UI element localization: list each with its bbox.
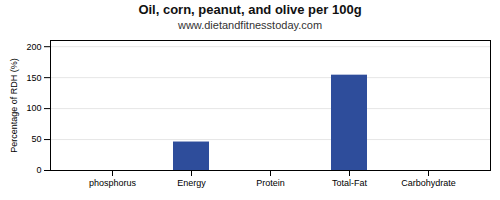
svg-text:Protein: Protein: [256, 178, 285, 188]
html-text:www.dietandfitnesstoday.com: www.dietandfitnesstoday.com: [178, 19, 322, 31]
svg-text:100: 100: [26, 103, 41, 113]
svg-text:phosphorus: phosphorus: [89, 178, 137, 188]
svg-text:Percentage of RDH (%): Percentage of RDH (%): [9, 58, 19, 153]
svg-text:200: 200: [26, 42, 41, 52]
svg-text:Energy: Energy: [177, 178, 206, 188]
html-text:Oil, corn, peanut, and olive p: Oil, corn, peanut, and olive per 100g: [138, 2, 362, 17]
svg-text:Total-Fat: Total-Fat: [332, 178, 368, 188]
svg-text:150: 150: [26, 73, 41, 83]
svg-text:50: 50: [31, 134, 41, 144]
svg-text:0: 0: [36, 165, 41, 175]
svg-text:Carbohydrate: Carbohydrate: [401, 178, 456, 188]
